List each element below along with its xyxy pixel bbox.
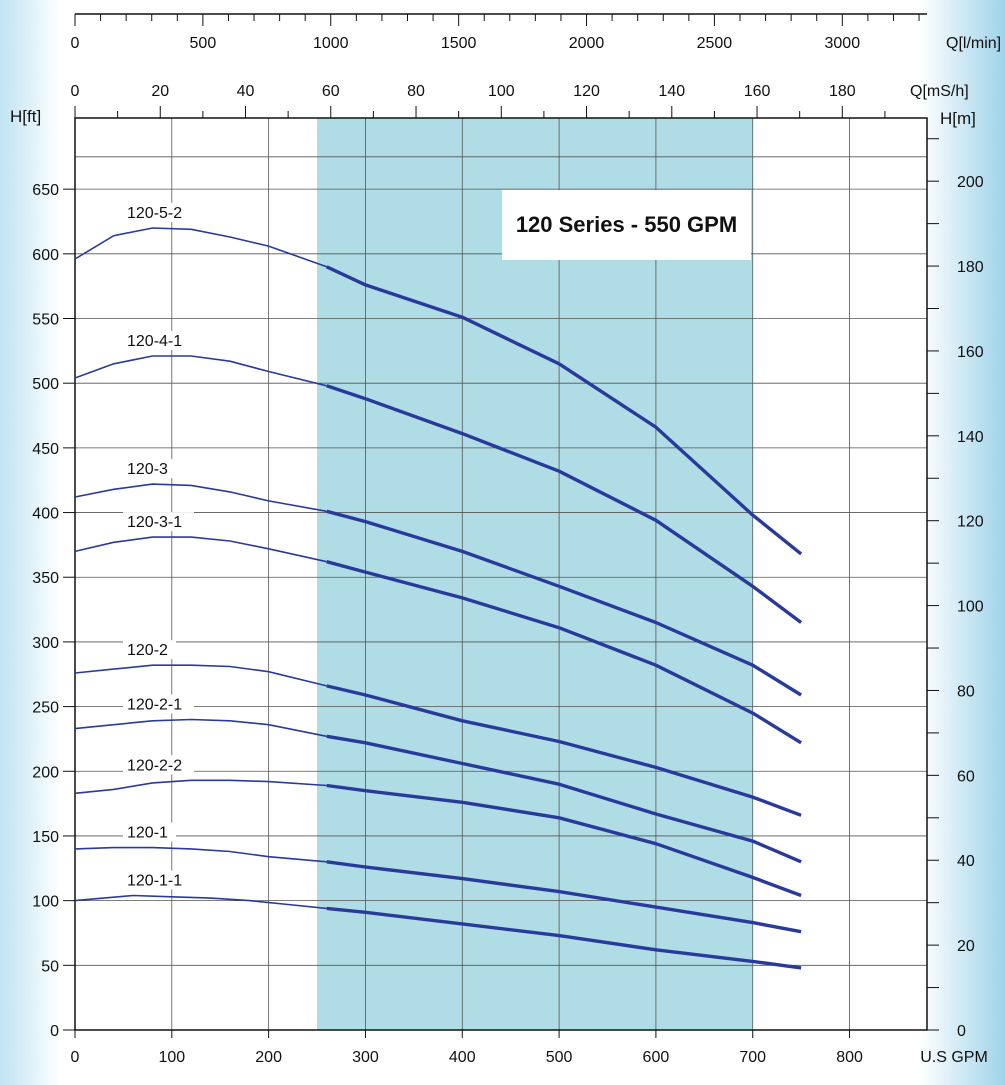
x-tick-label: 500 (546, 1049, 573, 1066)
x-tick-label: 300 (352, 1049, 379, 1066)
top-axis-m3h-tick-label: 180 (829, 83, 856, 100)
curve-label-background (123, 822, 176, 842)
curve-label-120-4-1: 120-4-1 (127, 333, 182, 350)
y-left-tick-label: 450 (32, 441, 59, 458)
curve-label-background (123, 755, 194, 775)
y-left-tick-label: 350 (32, 570, 59, 587)
curve-120-3-low-flow (74, 483, 327, 513)
y-left-tick-label: 250 (32, 700, 59, 717)
y-left-tick-label: 600 (32, 247, 59, 264)
curve-label-120-2-2: 120-2-2 (127, 757, 182, 774)
y-left-tick-label: 550 (32, 312, 59, 329)
top-axis-lmin-tick-label: 1500 (441, 35, 477, 52)
y-right-tick-label: 160 (957, 344, 984, 361)
curve-120-2-operating (326, 684, 802, 817)
curve-120-1-1-low-flow (74, 894, 327, 910)
curve-label-120-3: 120-3 (127, 461, 168, 478)
x-tick-label: 600 (643, 1049, 670, 1066)
x-tick-label: 100 (158, 1049, 185, 1066)
chart-title-box: 120 Series - 550 GPM (502, 190, 751, 260)
curve-label-120-5-2: 120-5-2 (127, 205, 182, 222)
y-right-tick-label: 100 (957, 599, 984, 616)
curve-label-120-2-1: 120-2-1 (127, 697, 182, 714)
y-left-axis-label: H[ft] (10, 107, 41, 126)
y-right-tick-label: 80 (957, 683, 975, 700)
curve-label-background (123, 640, 176, 660)
y-right-tick-label: 20 (957, 938, 975, 955)
y-right-axis-label: H[m] (940, 109, 976, 128)
y-right-tick-label: 60 (957, 768, 975, 785)
top-axis-lmin-tick-label: 2000 (569, 35, 605, 52)
x-tick-label: 400 (449, 1049, 476, 1066)
curve-120-5-2-operating (325, 265, 803, 556)
curve-120-3-operating (326, 509, 802, 697)
curve-120-1-operating (326, 860, 802, 934)
top-axis-m3h-label: Q[mS/h] (910, 83, 969, 100)
curve-label-background (123, 694, 194, 714)
chart-title: 120 Series - 550 GPM (515, 212, 738, 237)
top-axis-m3h-tick-label: 160 (744, 83, 771, 100)
y-right-tick-label: 120 (957, 514, 984, 531)
y-left-tick-label: 650 (32, 182, 59, 199)
top-axis-m3h-tick-label: 40 (237, 83, 255, 100)
curve-120-1-1-operating (326, 906, 802, 970)
curve-120-4-1-low-flow (74, 355, 327, 387)
curve-label-120-1-1: 120-1-1 (127, 872, 182, 889)
y-right-tick-label: 180 (957, 259, 984, 276)
curve-label-120-3-1: 120-3-1 (127, 514, 182, 531)
y-right-tick-label: 140 (957, 429, 984, 446)
top-axis-lmin-label: Q[l/min] (946, 35, 1001, 52)
x-tick-label: 0 (71, 1049, 80, 1066)
top-axis-m3h-tick-label: 140 (658, 83, 685, 100)
y-left-tick-label: 300 (32, 635, 59, 652)
curve-120-5-2-low-flow (74, 227, 327, 268)
x-tick-label: 800 (836, 1049, 863, 1066)
curve-120-2-2-low-flow (74, 779, 327, 795)
curve-120-2-1-operating (326, 734, 802, 864)
top-axis-m3h-tick-label: 100 (488, 83, 515, 100)
curve-label-background (123, 870, 194, 890)
top-axis-m3h-tick-label: 20 (151, 83, 169, 100)
curve-label-120-2: 120-2 (127, 642, 168, 659)
curve-120-2-low-flow (74, 664, 327, 687)
curve-label-background (123, 459, 176, 479)
curve-label-background (123, 202, 194, 222)
curve-label-background (123, 331, 194, 351)
top-axis-lmin-tick-label: 500 (190, 35, 217, 52)
x-tick-label: 200 (255, 1049, 282, 1066)
curve-label-120-1: 120-1 (127, 825, 168, 842)
curve-120-3-1-low-flow (74, 536, 327, 563)
x-tick-label: 700 (739, 1049, 766, 1066)
top-axis-lmin-tick-label: 1000 (313, 35, 349, 52)
curve-120-4-1-operating (326, 384, 803, 624)
top-axis-lmin-tick-label: 3000 (825, 35, 861, 52)
x-axis-label: U.S GPM (920, 1049, 988, 1066)
curve-120-2-1-low-flow (74, 718, 327, 738)
y-left-tick-label: 0 (50, 1023, 59, 1040)
top-axis-lmin-tick-label: 2500 (697, 35, 733, 52)
top-axis-m3h-tick-label: 120 (573, 83, 600, 100)
y-left-tick-label: 200 (32, 764, 59, 781)
recommended-range-band (317, 118, 753, 1030)
curve-120-3-1-operating (326, 560, 802, 745)
curve-120-2-2-operating (326, 783, 802, 898)
y-left-tick-label: 150 (32, 829, 59, 846)
top-axis-lmin-tick-label: 0 (71, 35, 80, 52)
y-right-tick-label: 200 (957, 174, 984, 191)
curve-label-background (123, 512, 194, 532)
y-left-tick-label: 50 (41, 958, 59, 975)
y-left-tick-label: 400 (32, 506, 59, 523)
y-left-tick-label: 100 (32, 894, 59, 911)
curve-120-1-low-flow (74, 846, 327, 863)
y-right-tick-label: 40 (957, 853, 975, 870)
y-left-tick-label: 500 (32, 376, 59, 393)
y-right-tick-label: 0 (957, 1023, 966, 1040)
top-axis-m3h-tick-label: 60 (322, 83, 340, 100)
top-axis-m3h-tick-label: 80 (407, 83, 425, 100)
top-axis-m3h-tick-label: 0 (71, 83, 80, 100)
